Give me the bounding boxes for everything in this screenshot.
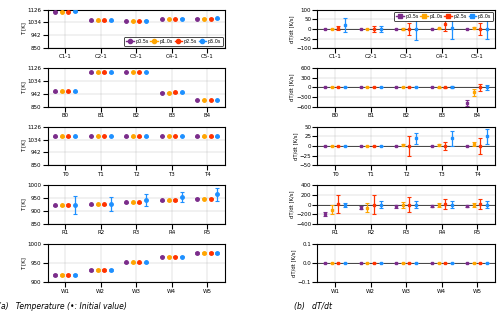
Y-axis label: dT/dt [K/s]: dT/dt [K/s] [292, 249, 296, 277]
Y-axis label: T [K]: T [K] [21, 198, 26, 211]
Y-axis label: T [K]: T [K] [21, 140, 26, 152]
Y-axis label: T [K]: T [K] [21, 257, 26, 270]
Y-axis label: dT/dt [K/s]: dT/dt [K/s] [290, 74, 294, 101]
Y-axis label: dT/dt [K/s]: dT/dt [K/s] [290, 191, 294, 219]
Text: (b)   dT/dt: (b) dT/dt [294, 302, 332, 311]
Y-axis label: dT/dt [K/s]: dT/dt [K/s] [290, 15, 294, 43]
Legend: p0.5s, p1.0s, p2.5s, p5.0s: p0.5s, p1.0s, p2.5s, p5.0s [394, 12, 492, 21]
Y-axis label: T [K]: T [K] [21, 81, 26, 94]
Text: (a)   Temperature (•: Initial value): (a) Temperature (•: Initial value) [0, 302, 127, 311]
Legend: p0.5s, p1.0s, p2.5s, p5.0s: p0.5s, p1.0s, p2.5s, p5.0s [124, 37, 222, 46]
Y-axis label: T [K]: T [K] [21, 22, 26, 35]
Y-axis label: dT/dt [K/s]: dT/dt [K/s] [293, 132, 298, 160]
